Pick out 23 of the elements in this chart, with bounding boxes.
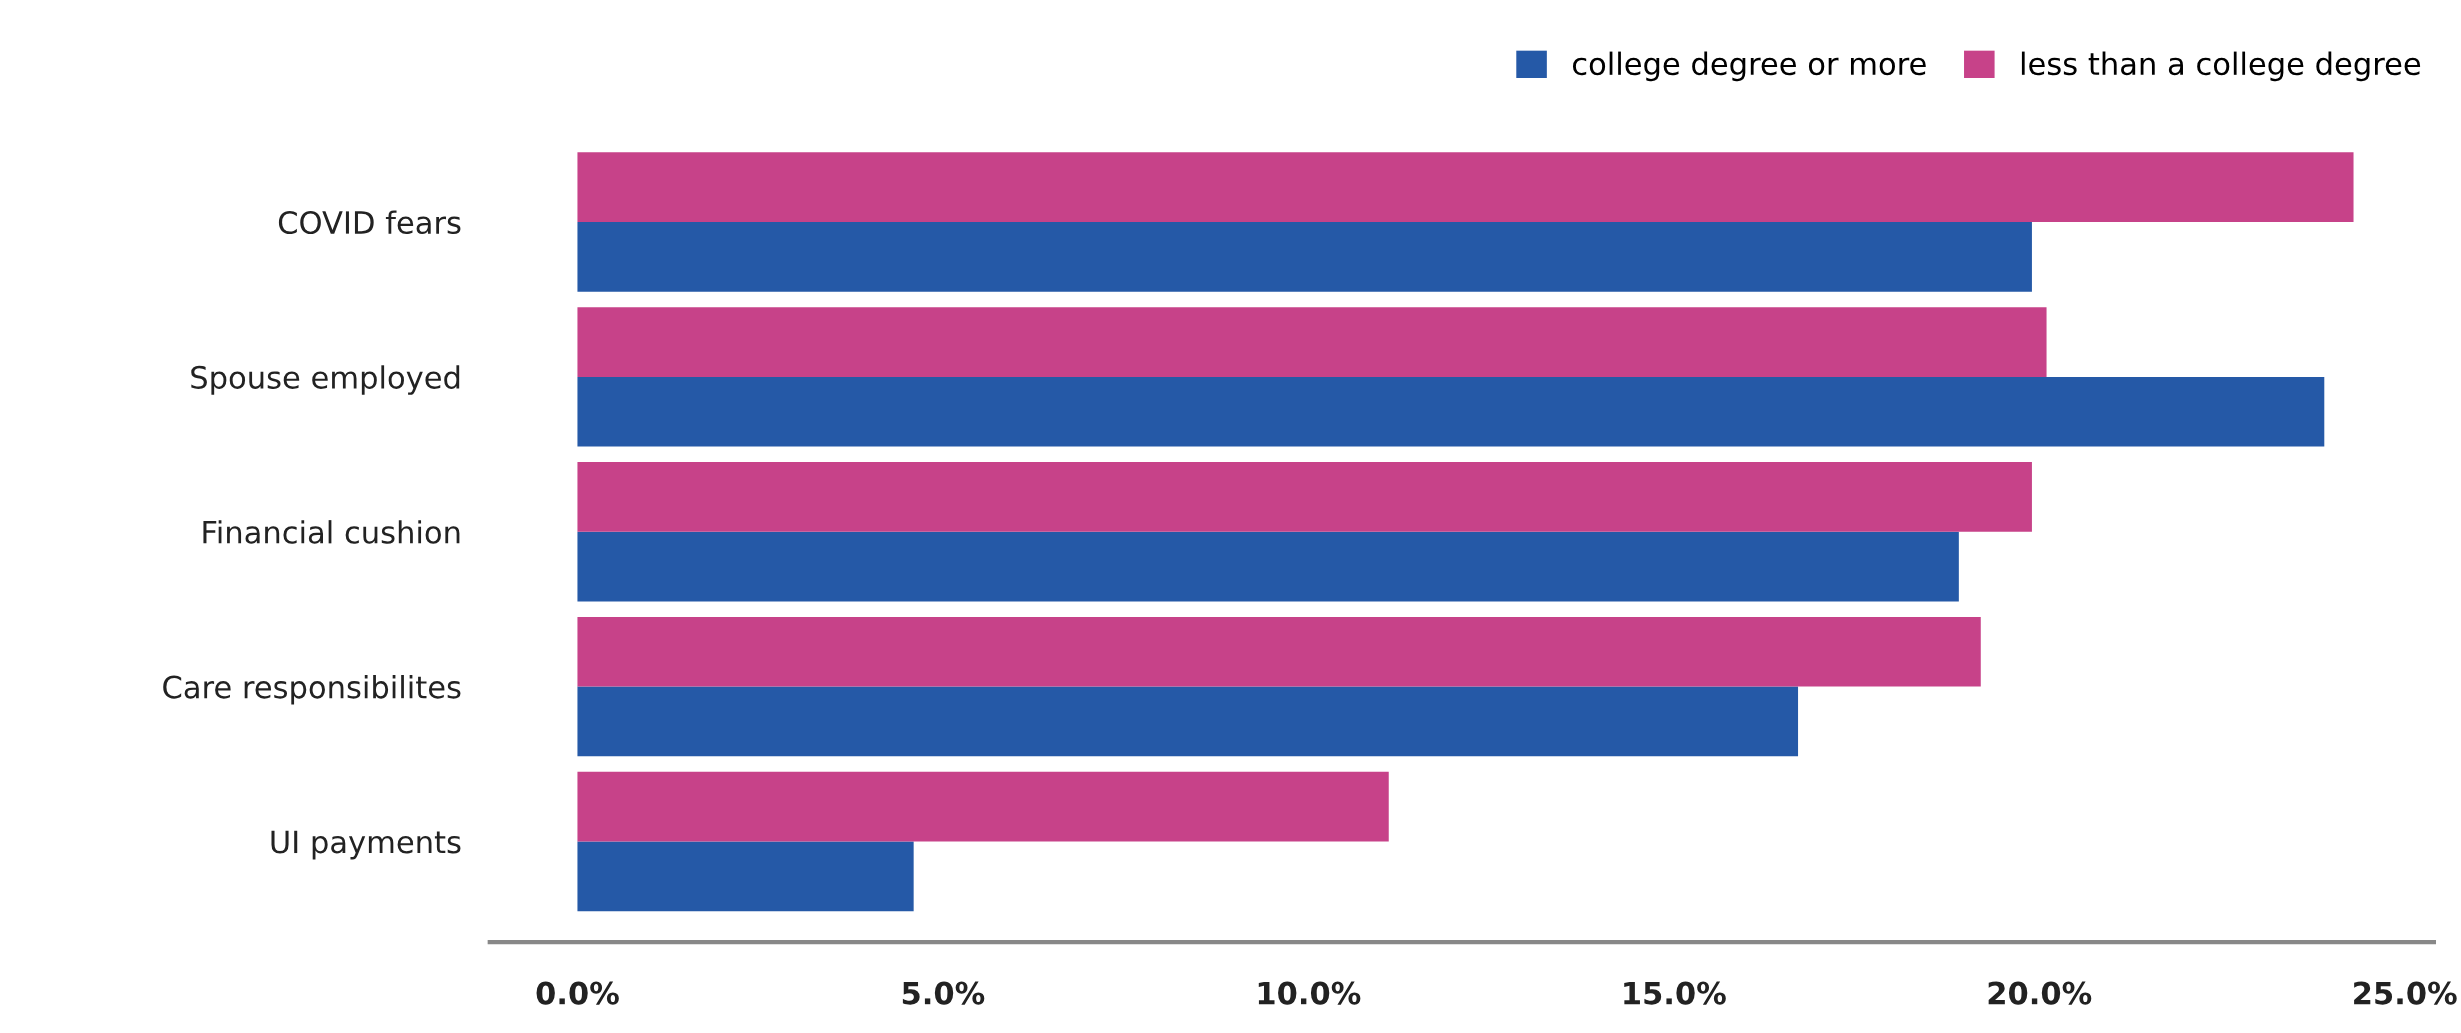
y-tick-label: Spouse employed: [191, 365, 460, 395]
x-tick-label: 0.0%: [536, 981, 619, 1005]
y-tick-label: UI payments: [271, 830, 461, 860]
y-tick-label: COVID fears: [278, 210, 461, 235]
bar: [577, 462, 2032, 532]
legend-label: college degree or more: [1572, 51, 1926, 82]
bar: [577, 307, 2047, 377]
x-tick-label: 15.0%: [1624, 981, 1726, 1005]
x-tick-label: 5.0%: [902, 981, 985, 1005]
bar: [577, 686, 1799, 757]
bar: [577, 771, 1389, 842]
bar: [577, 376, 2325, 447]
bar: [577, 841, 914, 912]
bar: [577, 531, 1959, 602]
legend-label: less than a college degree: [2021, 51, 2421, 82]
x-tick-label: 25.0%: [2354, 981, 2457, 1005]
bar: [577, 152, 2354, 223]
x-tick-label: 10.0%: [1258, 981, 1361, 1005]
y-tick-label: Care responsibilites: [163, 674, 461, 705]
bar: [577, 222, 2032, 292]
bar: [577, 616, 1981, 687]
x-tick-label: 20.0%: [1988, 981, 2092, 1005]
y-tick-label: Financial cushion: [203, 520, 460, 544]
